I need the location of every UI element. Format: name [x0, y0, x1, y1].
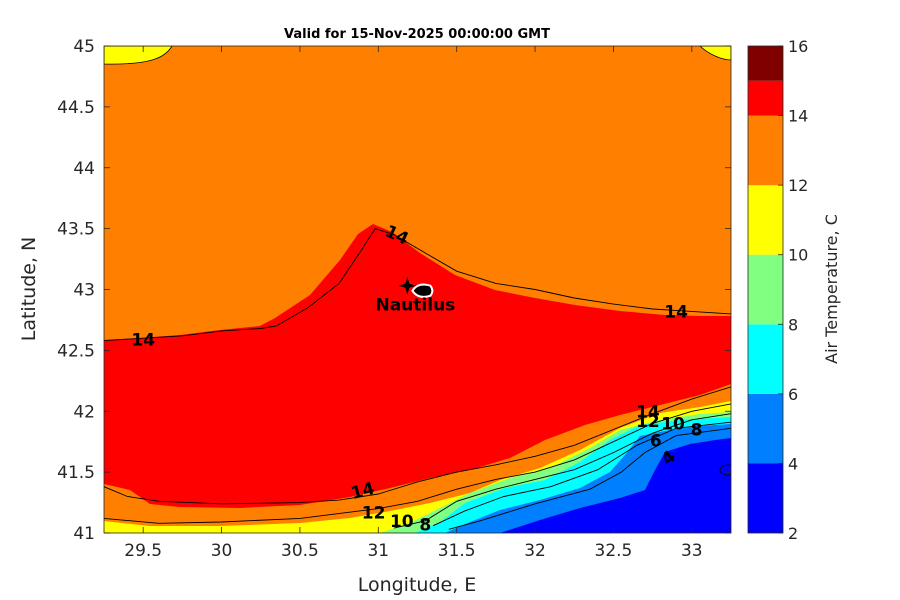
colorbar-swatch-10-12 [748, 185, 783, 255]
x-tick-label: 31 [367, 541, 389, 561]
y-tick-label: 41 [73, 524, 95, 544]
band-14-15 [104, 224, 731, 508]
colorbar-swatch-8-10 [748, 254, 783, 325]
contour-label: 8 [691, 421, 703, 441]
colorbar-tick-label: 2 [788, 524, 798, 543]
contour-line-8-4 [433, 421, 731, 527]
colorbar-ticks: 2 4 6 8 10 12 14 16 [778, 37, 808, 543]
x-tick-label: 29.5 [124, 541, 162, 561]
colorbar-tick-label: 12 [788, 176, 808, 195]
x-tick-label: 32.5 [595, 541, 633, 561]
colorbar-tick-label: 14 [788, 107, 808, 126]
contour-line-10-3 [393, 413, 731, 529]
colorbar [748, 46, 783, 533]
colorbar-swatch-12-14 [748, 115, 783, 186]
x-tick-label: 32 [524, 541, 546, 561]
contour-line-14-1 [104, 386, 731, 505]
contour-label: 6 [650, 432, 662, 452]
colorbar-tick-label: 16 [788, 37, 808, 56]
contour-label: 14 [664, 302, 688, 322]
contour-label: 14 [636, 402, 660, 422]
colorbar-frame [747, 45, 784, 534]
x-tick-label: 30.5 [281, 541, 319, 561]
y-tick-label: 41.5 [57, 463, 95, 483]
contour-label: 8 [419, 516, 431, 536]
band-10-12-nw-corner [104, 46, 173, 65]
band-10-12-ne-corner [699, 46, 731, 61]
station-label: Nautilus [375, 296, 455, 316]
y-tick-label: 42 [73, 402, 95, 422]
contour-plot-area [104, 46, 731, 533]
colorbar-label: Air Temperature, C [822, 214, 841, 364]
contour-line-6-5 [448, 427, 731, 530]
band-2-4 [500, 438, 731, 533]
y-tick-label: 42.5 [57, 341, 95, 361]
colorbar-swatch-15-16 [748, 46, 783, 81]
y-tick-label: 43 [73, 281, 95, 301]
y-tick-label: 44.5 [57, 98, 95, 118]
colorbar-swatch-6-8 [748, 324, 783, 394]
contour-label: 10 [390, 512, 414, 532]
colorbar-swatch-14-15 [748, 80, 783, 116]
y-tick-label: 45 [73, 37, 95, 57]
contour-label: 10 [661, 414, 685, 434]
contour-line-12-2 [104, 403, 731, 524]
colorbar-tick-label: 6 [788, 385, 798, 404]
y-axis-label: Latitude, N [18, 237, 40, 342]
x-axis-ticks: 29.5 30 30.5 31 31.5 32 32.5 33 [124, 46, 703, 561]
chart-title: Valid for 15-Nov-2025 00:00:00 GMT [284, 27, 550, 42]
colorbar-tick-label: 8 [788, 315, 798, 334]
y-tick-label: 44 [73, 159, 95, 179]
colorbar-tick-label: 4 [788, 454, 798, 473]
ship-icon [411, 283, 434, 298]
colorbar-tick-label: 10 [788, 246, 808, 265]
x-tick-label: 30 [211, 541, 233, 561]
y-tick-label: 43.5 [57, 220, 95, 240]
closed-contour-east [719, 464, 731, 476]
station-marker: Nautilus [375, 276, 455, 316]
star-icon [398, 276, 417, 295]
contour-label: 12 [636, 412, 660, 432]
contour-line-14-0 [104, 228, 731, 342]
contour-label: 12 [362, 503, 386, 523]
x-tick-label: 31.5 [438, 541, 476, 561]
contour-lines [104, 228, 731, 530]
y-axis-ticks: 41 41.5 42 42.5 43 43.5 44 44.5 45 [57, 37, 731, 544]
contour-label: 14 [131, 330, 155, 350]
colorbar-swatch-2-4 [748, 463, 783, 533]
colorbar-swatch-4-6 [748, 393, 783, 464]
x-tick-label: 33 [681, 541, 703, 561]
x-axis-label: Longitude, E [358, 574, 477, 596]
